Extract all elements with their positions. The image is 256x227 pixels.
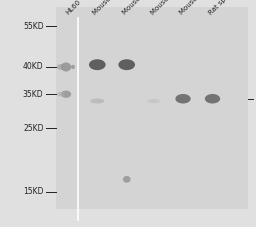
Ellipse shape (175, 94, 191, 104)
Ellipse shape (90, 99, 104, 104)
Text: 55KD: 55KD (23, 22, 44, 31)
Text: Mouse heart: Mouse heart (121, 0, 156, 16)
Ellipse shape (123, 176, 131, 183)
Text: 15KD: 15KD (23, 187, 44, 196)
Ellipse shape (57, 64, 65, 70)
Text: 25KD: 25KD (23, 124, 44, 133)
Text: Mouse brain: Mouse brain (179, 0, 213, 16)
Ellipse shape (71, 65, 75, 69)
Text: Mouse spleen: Mouse spleen (92, 0, 130, 16)
Ellipse shape (118, 59, 135, 70)
Text: Mouse kidney: Mouse kidney (149, 0, 188, 16)
Ellipse shape (57, 92, 65, 96)
Ellipse shape (89, 59, 105, 70)
Ellipse shape (205, 94, 220, 104)
Text: HL60: HL60 (65, 0, 82, 16)
Ellipse shape (61, 62, 71, 72)
Text: 40KD: 40KD (23, 62, 44, 72)
Text: 35KD: 35KD (23, 90, 44, 99)
FancyBboxPatch shape (56, 7, 248, 209)
Text: Rat spleen: Rat spleen (208, 0, 239, 16)
Ellipse shape (147, 99, 160, 103)
Ellipse shape (61, 91, 71, 98)
Text: ICOSLG: ICOSLG (255, 94, 256, 103)
